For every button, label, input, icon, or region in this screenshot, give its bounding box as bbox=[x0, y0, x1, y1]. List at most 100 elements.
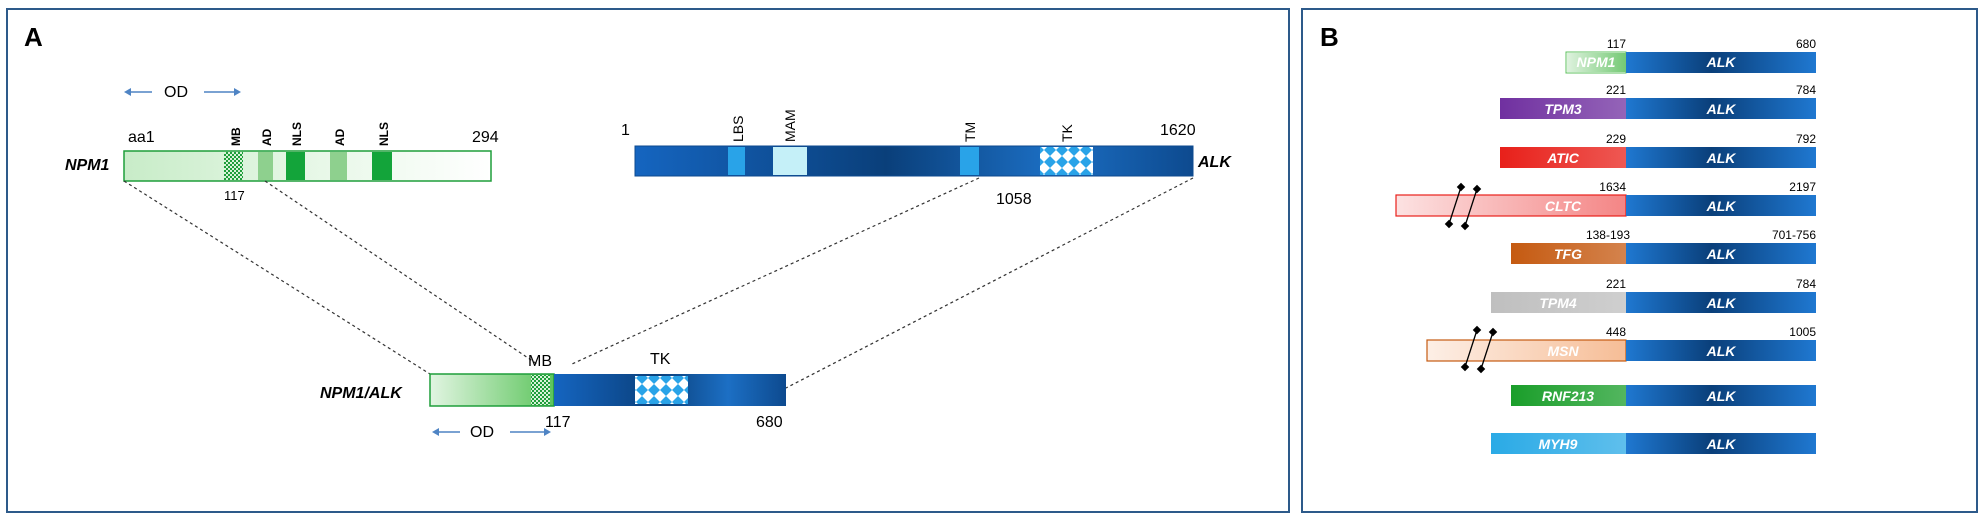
fusion-row-tpm4: TPM4 ALK 221 784 bbox=[1491, 277, 1816, 313]
alk-bar bbox=[1626, 433, 1816, 454]
partner-bar bbox=[1500, 147, 1626, 168]
partner-bar bbox=[1491, 433, 1626, 454]
fusion-row-tfg: TFG ALK 138-193 701-756 bbox=[1511, 228, 1816, 264]
npm1-domain-label-ad-1: AD bbox=[260, 128, 274, 146]
mapping-line-alk-end bbox=[785, 177, 1194, 389]
fusion-row-tpm3: TPM3 ALK 221 784 bbox=[1500, 83, 1816, 119]
partner-name: CLTC bbox=[1545, 198, 1582, 214]
breakpoint-right: 701-756 bbox=[1772, 228, 1816, 242]
alk-name: ALK bbox=[1706, 101, 1737, 117]
alk-domain-label-mam: MAM bbox=[782, 109, 798, 142]
fusion-row-rnf213: RNF213 ALK bbox=[1511, 385, 1816, 406]
breakpoint-right: 1005 bbox=[1789, 325, 1816, 339]
npm1-domain-ad-2 bbox=[330, 152, 347, 180]
mapping-line-npm1-start bbox=[123, 180, 431, 375]
npm1-protein: NPM1 aa1 294 117 MB AD NLS AD NLS bbox=[65, 122, 499, 203]
alk-name: ALK bbox=[1706, 436, 1737, 452]
alk-bar bbox=[1626, 147, 1816, 168]
panel-a-frame bbox=[6, 8, 1290, 513]
alk-domain-tm bbox=[960, 147, 979, 175]
breakpoint-right: 784 bbox=[1796, 277, 1816, 291]
alk-name: ALK bbox=[1706, 198, 1737, 214]
alk-end-label: 1620 bbox=[1160, 122, 1196, 139]
alk-bar bbox=[1626, 340, 1816, 361]
breakpoint-right: 784 bbox=[1796, 83, 1816, 97]
alk-domain-tk bbox=[1040, 147, 1093, 175]
breakpoint-right: 2197 bbox=[1789, 180, 1816, 194]
alk-domain-label-lbs: LBS bbox=[730, 116, 746, 142]
fusion-mb-label: MB bbox=[528, 353, 552, 370]
arrow-left-head-icon bbox=[124, 88, 131, 96]
npm1-domain-nls-1 bbox=[286, 152, 305, 180]
npm1-domain-mb bbox=[224, 152, 243, 180]
npm1-domain-label-nls-1: NLS bbox=[290, 122, 304, 146]
alk-name: ALK bbox=[1706, 54, 1737, 70]
partner-name: RNF213 bbox=[1542, 388, 1594, 404]
alk-bar bbox=[1626, 195, 1816, 216]
fusion-domain-mb bbox=[531, 375, 550, 405]
alk-bar bbox=[1626, 52, 1816, 73]
mapping-line-alk-break bbox=[571, 177, 980, 365]
panel-b-letter: B bbox=[1320, 22, 1339, 52]
panel-b: B NPM1 ALK 117 680 TPM3 ALK 221 784 ATIC… bbox=[1301, 8, 1978, 513]
npm1-domain-label-ad-2: AD bbox=[333, 128, 347, 146]
partner-name: ATIC bbox=[1546, 150, 1580, 166]
partner-bar bbox=[1491, 292, 1626, 313]
arrow-right-head-icon bbox=[544, 428, 551, 436]
alk-name: ALK bbox=[1706, 295, 1737, 311]
fusion-end-label: 680 bbox=[756, 414, 783, 431]
partner-name: TPM4 bbox=[1539, 295, 1577, 311]
npm1-name: NPM1 bbox=[65, 157, 110, 174]
fusion-tk-label: TK bbox=[650, 351, 671, 368]
alk-protein: ALK 1 1620 1058 LBS MAM TM TK bbox=[621, 109, 1232, 208]
alk-name: ALK bbox=[1197, 154, 1232, 171]
breakpoint-right: 680 bbox=[1796, 37, 1816, 51]
alk-name: ALK bbox=[1706, 246, 1737, 262]
alk-domain-label-tm: TM bbox=[962, 122, 978, 142]
partner-bar bbox=[1426, 339, 1627, 362]
od-indicator-bottom: OD bbox=[432, 424, 551, 441]
npm1-alk-fusion: NPM1/ALK MB TK 117 680 OD bbox=[320, 351, 786, 441]
arrow-right-head-icon bbox=[234, 88, 241, 96]
alk-bar bbox=[1626, 385, 1816, 406]
arrow-left-head-icon bbox=[432, 428, 439, 436]
partner-name: MYH9 bbox=[1539, 436, 1578, 452]
breakpoint-left: 229 bbox=[1606, 132, 1626, 146]
fusion-row-msn: MSN ALK 448 1005 bbox=[1426, 325, 1816, 374]
npm1-domain-label-mb: MB bbox=[229, 127, 243, 146]
partner-bar bbox=[1511, 243, 1626, 264]
alk-break-label: 1058 bbox=[996, 191, 1032, 208]
alk-bar bbox=[1626, 243, 1816, 264]
partner-name: TFG bbox=[1554, 246, 1582, 262]
npm1-domain-nls-2 bbox=[372, 152, 392, 180]
od-label-top: OD bbox=[164, 84, 188, 101]
fusion-break-label: 117 bbox=[545, 414, 571, 431]
npm1-bar bbox=[123, 150, 492, 182]
alk-domain-lbs bbox=[728, 147, 745, 175]
alk-bar bbox=[1626, 292, 1816, 313]
partner-name: TPM3 bbox=[1544, 101, 1582, 117]
mapping-line-npm1-break bbox=[264, 180, 538, 365]
breakpoint-left: 1634 bbox=[1599, 180, 1626, 194]
panel-a: A OD NPM1 aa1 294 117 MB AD NLS AD NLS bbox=[6, 8, 1290, 513]
breakpoint-left: 221 bbox=[1606, 83, 1626, 97]
breakpoint-left: 138-193 bbox=[1586, 228, 1630, 242]
mapping-lines bbox=[123, 177, 1194, 389]
alk-domain-mam bbox=[773, 147, 807, 175]
truncation-break-icon bbox=[1460, 325, 1498, 374]
fusion-domain-tk bbox=[635, 376, 688, 404]
npm1-domain-label-nls-2: NLS bbox=[377, 122, 391, 146]
fusion-row-atic: ATIC ALK 229 792 bbox=[1500, 132, 1816, 168]
breakpoint-left: 221 bbox=[1606, 277, 1626, 291]
npm1-end-label: 294 bbox=[472, 129, 499, 146]
fusion-row-myh9: MYH9 ALK bbox=[1491, 433, 1816, 454]
partner-bar bbox=[1567, 53, 1626, 72]
od-indicator-top: OD bbox=[124, 84, 241, 101]
panel-a-letter: A bbox=[24, 22, 43, 52]
partner-bar bbox=[1500, 98, 1626, 119]
npm1-start-label: aa1 bbox=[128, 129, 155, 146]
breakpoint-right: 792 bbox=[1796, 132, 1816, 146]
alk-bar bbox=[1626, 98, 1816, 119]
breakpoint-left: 117 bbox=[1607, 37, 1626, 51]
